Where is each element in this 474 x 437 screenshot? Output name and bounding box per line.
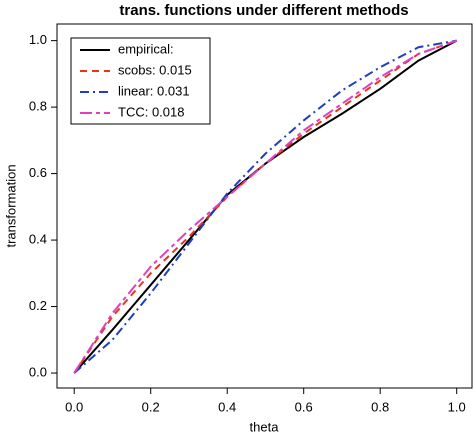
x-tick-label: 1.0 <box>448 399 466 414</box>
series-line <box>73 39 457 374</box>
y-tick-label: 0.8 <box>29 99 47 114</box>
y-tick-label: 0.6 <box>29 165 47 180</box>
y-axis-label: transformation <box>3 164 18 247</box>
legend-label: linear: 0.031 <box>118 83 190 98</box>
x-tick-label: 0.0 <box>65 399 83 414</box>
x-tick-label: 0.2 <box>142 399 160 414</box>
legend-label: TCC: 0.018 <box>118 104 184 119</box>
x-axis-label: theta <box>250 419 280 434</box>
legend-label: empirical: <box>118 41 174 56</box>
legend-box <box>70 37 211 125</box>
y-tick-label: 0.0 <box>29 364 47 379</box>
x-tick-label: 0.4 <box>218 399 236 414</box>
x-tick-label: 0.6 <box>295 399 313 414</box>
legend-label: scobs: 0.015 <box>118 62 192 77</box>
plot-frame <box>56 23 473 389</box>
x-tick-label: 0.8 <box>371 399 389 414</box>
series-line <box>73 39 458 374</box>
y-tick-label: 0.2 <box>29 298 47 313</box>
chart-title: trans. functions under different methods <box>119 2 408 19</box>
y-tick-label: 1.0 <box>29 32 47 47</box>
y-tick-label: 0.4 <box>29 232 47 247</box>
